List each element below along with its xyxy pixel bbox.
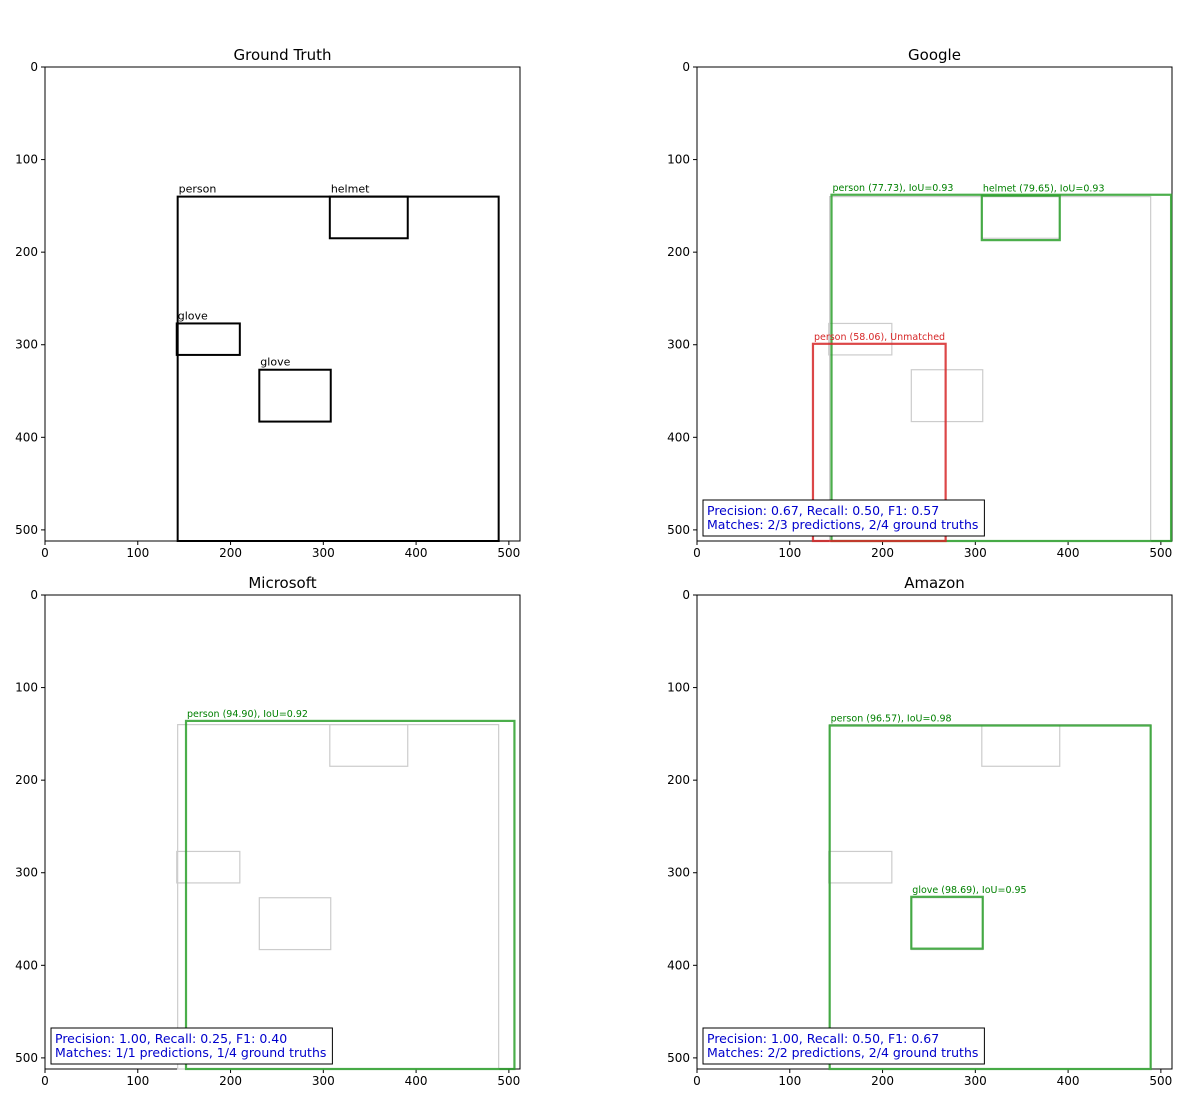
gt-box-helmet <box>328 195 409 240</box>
x-tick-label: 200 <box>871 546 894 560</box>
y-tick-label: 400 <box>15 958 38 972</box>
y-tick-label: 300 <box>667 866 690 880</box>
prediction-box-matched <box>828 724 1152 1071</box>
x-tick-label: 200 <box>871 1074 894 1088</box>
x-tick-label: 400 <box>1057 546 1080 560</box>
gt-box-glove <box>910 369 984 423</box>
x-tick-label: 300 <box>964 546 987 560</box>
y-tick-label: 0 <box>30 60 38 74</box>
gt-box-label: glove <box>260 356 290 369</box>
y-tick-label: 400 <box>667 430 690 444</box>
x-tick-label: 100 <box>778 546 801 560</box>
y-tick-label: 0 <box>682 60 690 74</box>
y-tick-label: 500 <box>15 1051 38 1065</box>
prediction-label: person (77.73), IoU=0.93 <box>833 183 954 194</box>
x-tick-label: 500 <box>497 1074 520 1088</box>
gt-box-label: glove <box>178 309 208 322</box>
prediction-label: helmet (79.65), IoU=0.93 <box>983 184 1105 195</box>
gt-box-glove <box>176 850 241 884</box>
y-tick-label: 100 <box>15 153 38 167</box>
y-tick-label: 200 <box>15 245 38 259</box>
metrics-box-frame <box>702 1027 985 1065</box>
prediction-label: person (94.90), IoU=0.92 <box>187 709 308 720</box>
gt-box-label: person <box>179 183 217 196</box>
x-tick-label: 400 <box>1057 1074 1080 1088</box>
x-tick-label: 400 <box>405 546 428 560</box>
x-tick-label: 0 <box>693 1074 701 1088</box>
y-tick-label: 300 <box>15 338 38 352</box>
gt-box-glove <box>258 897 332 951</box>
metrics-line: Matches: 2/3 predictions, 2/4 ground tru… <box>707 517 978 532</box>
gt-box-glove <box>258 368 332 423</box>
y-tick-label: 500 <box>15 523 38 537</box>
metrics-line: Matches: 1/1 predictions, 1/4 ground tru… <box>55 1045 326 1060</box>
x-tick-label: 0 <box>41 546 49 560</box>
x-tick-label: 400 <box>405 1074 428 1088</box>
x-tick-label: 100 <box>126 546 149 560</box>
metrics-box: Precision: 1.00, Recall: 0.25, F1: 0.40M… <box>50 1027 333 1065</box>
panel-title: Ground Truth <box>234 46 332 64</box>
y-tick-label: 0 <box>30 588 38 602</box>
y-tick-label: 200 <box>667 245 690 259</box>
y-tick-label: 100 <box>667 681 690 695</box>
panel-title: Google <box>908 46 961 64</box>
metrics-box-frame <box>50 1027 333 1065</box>
x-tick-label: 0 <box>41 1074 49 1088</box>
prediction-box-matched <box>910 895 984 950</box>
panel-title: Microsoft <box>248 574 316 592</box>
prediction-box-matched <box>980 194 1061 242</box>
x-tick-label: 500 <box>497 546 520 560</box>
y-tick-label: 200 <box>15 773 38 787</box>
metrics-box: Precision: 1.00, Recall: 0.50, F1: 0.67M… <box>702 1027 985 1065</box>
x-tick-label: 500 <box>1149 1074 1172 1088</box>
x-tick-label: 300 <box>964 1074 987 1088</box>
gt-box-glove <box>828 322 893 356</box>
axes-frame <box>696 66 1173 542</box>
prediction-label: glove (98.69), IoU=0.95 <box>912 885 1026 896</box>
metrics-line: Precision: 1.00, Recall: 0.25, F1: 0.40 <box>55 1031 287 1046</box>
x-tick-label: 300 <box>312 546 335 560</box>
x-tick-label: 100 <box>778 1074 801 1088</box>
prediction-label: person (58.06), Unmatched <box>814 332 945 343</box>
y-tick-label: 300 <box>15 866 38 880</box>
y-tick-label: 400 <box>667 958 690 972</box>
x-tick-label: 500 <box>1149 546 1172 560</box>
gt-box-helmet <box>329 724 409 767</box>
y-tick-label: 300 <box>667 338 690 352</box>
metrics-line: Precision: 1.00, Recall: 0.50, F1: 0.67 <box>707 1031 939 1046</box>
x-tick-label: 200 <box>219 546 242 560</box>
panel-title: Amazon <box>904 574 965 592</box>
prediction-box-unmatched <box>811 342 947 543</box>
metrics-line: Matches: 2/2 predictions, 2/4 ground tru… <box>707 1045 978 1060</box>
y-tick-label: 500 <box>667 523 690 537</box>
x-tick-label: 200 <box>219 1074 242 1088</box>
axes-frame <box>44 66 521 542</box>
x-tick-label: 300 <box>312 1074 335 1088</box>
metrics-box: Precision: 0.67, Recall: 0.50, F1: 0.57M… <box>702 499 985 537</box>
x-tick-label: 0 <box>693 546 701 560</box>
metrics-box-frame <box>702 499 985 537</box>
y-tick-label: 100 <box>15 681 38 695</box>
y-tick-label: 500 <box>667 1051 690 1065</box>
metrics-line: Precision: 0.67, Recall: 0.50, F1: 0.57 <box>707 503 939 518</box>
prediction-label: person (96.57), IoU=0.98 <box>831 714 952 725</box>
y-tick-label: 0 <box>682 588 690 602</box>
prediction-box-matched <box>184 719 516 1071</box>
gt-box-glove <box>175 322 241 356</box>
gt-box-label: helmet <box>331 183 370 196</box>
y-tick-label: 400 <box>15 430 38 444</box>
y-tick-label: 100 <box>667 153 690 167</box>
y-tick-label: 200 <box>667 773 690 787</box>
axes-frame <box>44 594 521 1070</box>
axes-frame <box>696 594 1173 1070</box>
x-tick-label: 100 <box>126 1074 149 1088</box>
